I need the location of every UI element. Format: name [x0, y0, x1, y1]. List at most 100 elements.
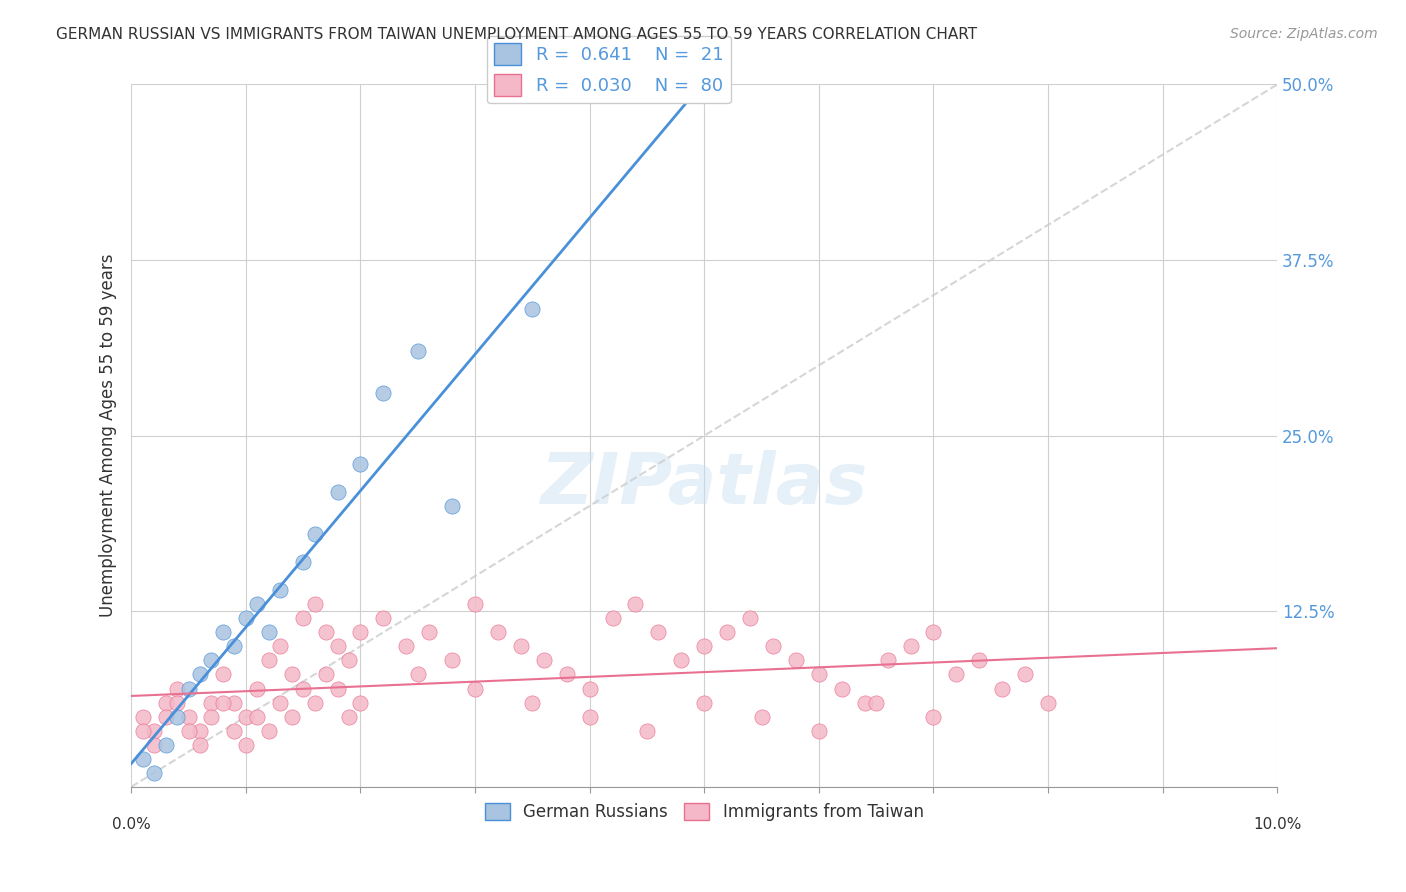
Point — [200, 696, 222, 710]
Point — [831, 681, 853, 696]
Point — [337, 653, 360, 667]
Point — [246, 597, 269, 611]
Point — [326, 484, 349, 499]
Point — [555, 667, 578, 681]
Point — [269, 583, 291, 598]
Point — [143, 723, 166, 738]
Point — [315, 667, 337, 681]
Point — [246, 681, 269, 696]
Point — [212, 667, 235, 681]
Point — [418, 625, 440, 640]
Point — [212, 625, 235, 640]
Point — [865, 696, 887, 710]
Point — [224, 723, 246, 738]
Point — [304, 696, 326, 710]
Point — [132, 723, 155, 738]
Point — [280, 709, 302, 723]
Point — [922, 709, 945, 723]
Point — [807, 723, 830, 738]
Point — [166, 709, 188, 723]
Point — [922, 625, 945, 640]
Point — [177, 723, 200, 738]
Point — [464, 597, 486, 611]
Point — [155, 738, 177, 752]
Point — [636, 723, 658, 738]
Point — [853, 696, 876, 710]
Point — [751, 709, 773, 723]
Point — [224, 640, 246, 654]
Point — [235, 709, 257, 723]
Point — [486, 625, 509, 640]
Point — [200, 653, 222, 667]
Point — [693, 696, 716, 710]
Text: 10.0%: 10.0% — [1253, 817, 1302, 832]
Point — [235, 738, 257, 752]
Point — [522, 302, 544, 317]
Point — [304, 597, 326, 611]
Point — [269, 696, 291, 710]
Point — [292, 611, 315, 625]
Point — [257, 723, 280, 738]
Point — [246, 709, 269, 723]
Point — [200, 709, 222, 723]
Point — [224, 696, 246, 710]
Point — [326, 681, 349, 696]
Point — [177, 681, 200, 696]
Point — [166, 696, 188, 710]
Point — [212, 696, 235, 710]
Point — [693, 640, 716, 654]
Point — [188, 723, 211, 738]
Point — [1036, 696, 1059, 710]
Text: ZIPatlas: ZIPatlas — [540, 450, 868, 518]
Point — [406, 344, 429, 359]
Point — [349, 625, 371, 640]
Point — [406, 667, 429, 681]
Legend: German Russians, Immigrants from Taiwan: German Russians, Immigrants from Taiwan — [478, 797, 931, 828]
Point — [188, 667, 211, 681]
Point — [578, 709, 600, 723]
Point — [337, 709, 360, 723]
Text: GERMAN RUSSIAN VS IMMIGRANTS FROM TAIWAN UNEMPLOYMENT AMONG AGES 55 TO 59 YEARS : GERMAN RUSSIAN VS IMMIGRANTS FROM TAIWAN… — [56, 27, 977, 42]
Point — [257, 653, 280, 667]
Point — [522, 696, 544, 710]
Point — [876, 653, 898, 667]
Point — [349, 457, 371, 471]
Text: 0.0%: 0.0% — [112, 817, 150, 832]
Point — [373, 386, 395, 401]
Point — [716, 625, 738, 640]
Y-axis label: Unemployment Among Ages 55 to 59 years: Unemployment Among Ages 55 to 59 years — [100, 254, 117, 617]
Point — [602, 611, 624, 625]
Point — [269, 640, 291, 654]
Point — [132, 752, 155, 766]
Point — [304, 527, 326, 541]
Point — [785, 653, 807, 667]
Point — [900, 640, 922, 654]
Point — [395, 640, 418, 654]
Point — [1014, 667, 1036, 681]
Point — [969, 653, 991, 667]
Point — [292, 681, 315, 696]
Point — [177, 709, 200, 723]
Point — [143, 765, 166, 780]
Point — [807, 667, 830, 681]
Point — [280, 667, 302, 681]
Point — [166, 681, 188, 696]
Point — [257, 625, 280, 640]
Point — [533, 653, 555, 667]
Point — [235, 611, 257, 625]
Point — [441, 653, 464, 667]
Point — [647, 625, 669, 640]
Point — [292, 555, 315, 569]
Point — [624, 597, 647, 611]
Point — [671, 653, 693, 667]
Point — [762, 640, 785, 654]
Point — [349, 696, 371, 710]
Point — [143, 738, 166, 752]
Point — [991, 681, 1014, 696]
Point — [315, 625, 337, 640]
Point — [509, 640, 531, 654]
Point — [155, 696, 177, 710]
Point — [441, 499, 464, 513]
Point — [464, 681, 486, 696]
Point — [740, 611, 762, 625]
